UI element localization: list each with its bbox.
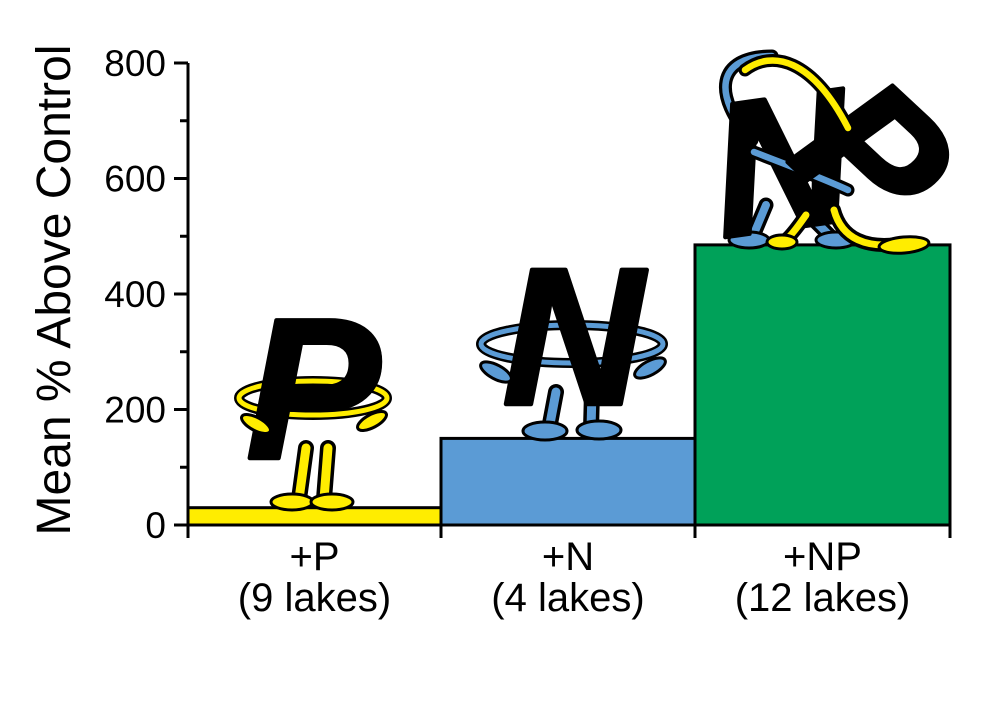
foot [521, 420, 569, 442]
hand [240, 413, 272, 435]
y-tick-label-600: 600 [104, 159, 166, 200]
character-p: P [234, 276, 392, 512]
character-n: N [476, 226, 668, 448]
foot [877, 235, 931, 255]
bar-n [439, 436, 697, 527]
limb-fill [741, 57, 852, 132]
hand [479, 360, 513, 384]
limb-fill [319, 443, 333, 504]
x-label-p: +P [289, 535, 339, 579]
y-tick-label-0: 0 [145, 505, 166, 546]
limb-fill [294, 443, 311, 504]
y-tick-label-800: 800 [104, 43, 166, 84]
x-sublabel-n: (4 lakes) [491, 576, 644, 620]
foot [309, 492, 355, 512]
y-tick-label-400: 400 [104, 274, 166, 315]
foot [765, 233, 799, 251]
limb-fill [749, 201, 770, 240]
bar-p [186, 506, 443, 527]
character-letter: N [503, 228, 648, 446]
bar-np [693, 243, 952, 527]
y-tick-label-200: 200 [104, 390, 166, 431]
character-np-pair: NP [696, 36, 991, 280]
hoop-arms-fill [236, 378, 390, 418]
character-letter: P [246, 278, 380, 501]
foot [575, 419, 623, 441]
y-axis-title: Mean % Above Control [28, 45, 81, 536]
x-label-n: +N [542, 535, 594, 579]
x-sublabel-np: (12 lakes) [735, 576, 911, 620]
hand [633, 356, 667, 380]
x-sublabel-p: (9 lakes) [238, 576, 391, 620]
hoop-arms-fill [478, 322, 666, 366]
x-label-np: +NP [783, 535, 862, 579]
hand [356, 410, 388, 432]
limb-fill [750, 148, 852, 194]
